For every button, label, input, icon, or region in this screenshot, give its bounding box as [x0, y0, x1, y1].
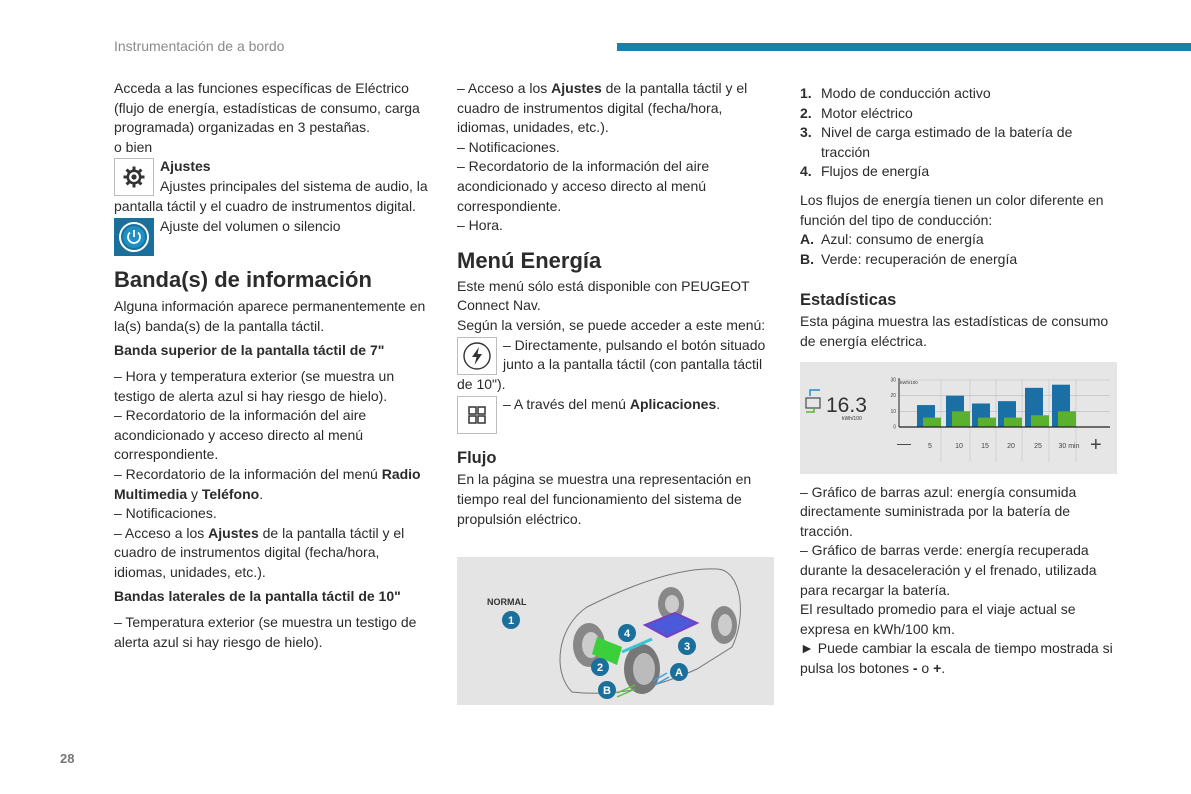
list-item: – Notificaciones.	[457, 138, 560, 155]
direct-access-text: – Directamente, pulsando el botón situad…	[457, 336, 766, 392]
list-item: – Acceso a los Ajustes de la pantalla tá…	[457, 80, 748, 136]
flow-text: En la página se muestra una representaci…	[457, 471, 752, 527]
applications-access-text: – A través del menú Aplicaciones.	[503, 396, 721, 413]
wheel-front-left	[624, 644, 660, 694]
top-band-subheading: Banda superior de la pantalla táctil de …	[114, 342, 385, 359]
intro-text: Acceda a las funciones específicas de El…	[114, 80, 420, 136]
x-tick-label: 25	[1034, 443, 1042, 450]
legend-list: 1. Modo de conducción activo 2. Motor eléc…	[800, 84, 1122, 182]
marker-a: A	[675, 667, 683, 679]
or-text: o bien	[114, 138, 153, 155]
wheel-front-right	[711, 606, 737, 644]
page-number: 28	[60, 751, 75, 766]
list-item: A. Azul: consumo de energía	[800, 231, 984, 248]
marker-3: 3	[684, 641, 690, 653]
list-item: 4. Flujos de energía	[800, 163, 930, 180]
info-bands-text: Alguna información aparece permanentemen…	[114, 298, 426, 334]
energy-flow-figure: NORMAL 1 2 3 4 A B	[457, 557, 774, 705]
list-item: 1. Modo de conducción activo	[800, 85, 991, 101]
mode-label: NORMAL	[487, 597, 527, 607]
x-tick-label: 10	[955, 443, 963, 450]
wheel-rear-right	[658, 587, 684, 621]
scale-instruction: ► Puede cambiar la escala de tiempo most…	[800, 640, 1113, 676]
list-item: – Recordatorio de la información del air…	[114, 407, 367, 463]
bar-recovered	[1058, 411, 1076, 427]
side-bands-subheading: Bandas laterales de la pantalla táctil d…	[114, 588, 401, 605]
energy-menu-text: Este menú sólo está disponible con PEUGE…	[457, 277, 750, 314]
list-item: – Acceso a los Ajustes de la pantalla tá…	[114, 524, 405, 580]
marker-2: 2	[597, 662, 603, 674]
list-item: B. Verde: recuperación de energía	[800, 250, 1018, 267]
volume-text: Ajuste del volumen o silencio	[160, 218, 341, 235]
header-accent-bar	[617, 43, 1191, 51]
flows-text: Los flujos de energía tienen un color di…	[800, 191, 1104, 228]
settings-gear-icon	[114, 158, 154, 197]
applications-grid-icon	[457, 396, 497, 435]
statistics-chart: 16.3 kWh/100 kWh/100 0 10 20 30 5 10 15 20 25 30 …	[800, 362, 1117, 474]
section-title: Instrumentación de a bordo	[114, 38, 285, 54]
settings-title: Ajustes	[160, 158, 211, 175]
list-item: – Recordatorio de la información del men…	[114, 465, 421, 502]
flow-heading: Flujo	[457, 449, 497, 468]
y-tick-label: 0	[893, 425, 896, 431]
settings-text: Ajustes principales del sistema de audio…	[114, 177, 428, 214]
energy-menu-access-text: Según la versión, se puede acceder a est…	[457, 316, 766, 333]
average-text: El resultado promedio para el viaje actu…	[800, 601, 1076, 637]
y-axis-unit: kWh/100	[900, 380, 918, 385]
power-volume-icon	[114, 218, 154, 257]
list-item: – Hora.	[457, 217, 503, 234]
consumption-icon	[805, 389, 821, 413]
traction-battery	[642, 611, 700, 639]
list-item: – Gráfico de barras verde: energía recup…	[800, 542, 1097, 598]
y-tick-label: 30	[890, 378, 896, 384]
statistics-heading: Estadísticas	[800, 291, 897, 310]
x-tick-label: 15	[981, 443, 989, 450]
list-item: 3. Nivel de carga estimado de la batería …	[800, 124, 1073, 160]
statistics-text: Esta página muestra las estadísticas de …	[800, 313, 1109, 349]
bar-recovered	[923, 417, 941, 427]
bar-recovered	[1031, 415, 1049, 427]
list-item: 2. Motor eléctrico	[800, 104, 913, 121]
marker-b: B	[603, 685, 611, 697]
bar-recovered	[952, 411, 970, 427]
energy-button-icon	[457, 336, 497, 375]
column-2: – Acceso a los Ajustes de la pantalla tá…	[457, 79, 773, 529]
energy-menu-heading: Menú Energía	[457, 247, 602, 273]
list-item: – Temperatura exterior (se muestra un te…	[114, 614, 417, 650]
list-item: – Gráfico de barras azul: energía consum…	[800, 483, 1077, 539]
y-tick-label: 10	[890, 409, 896, 415]
list-item: – Hora y temperatura exterior (se muestr…	[114, 367, 395, 404]
list-item: – Notificaciones.	[114, 505, 217, 522]
x-tick-label: 5	[928, 443, 932, 450]
consumption-readout: 16.3	[826, 394, 867, 417]
y-tick-label: 20	[890, 393, 896, 399]
x-tick-label: 30 min	[1058, 443, 1079, 450]
readout-unit: kWh/100	[842, 416, 862, 422]
increase-scale-button[interactable]: +	[1090, 434, 1102, 456]
list-item: – Recordatorio de la información del air…	[457, 158, 710, 214]
bar-recovered	[978, 417, 996, 427]
x-tick-label: 20	[1007, 443, 1015, 450]
column-1: Acceda a las funciones específicas de El…	[114, 79, 430, 652]
decrease-scale-button[interactable]: —	[897, 435, 911, 451]
column-3: 1. Modo de conducción activo 2. Motor eléc…	[800, 84, 1122, 678]
marker-1: 1	[508, 615, 514, 627]
bar-recovered	[1004, 417, 1022, 427]
info-bands-heading: Banda(s) de información	[114, 267, 372, 293]
electric-motor	[592, 637, 622, 665]
marker-4: 4	[624, 628, 631, 640]
